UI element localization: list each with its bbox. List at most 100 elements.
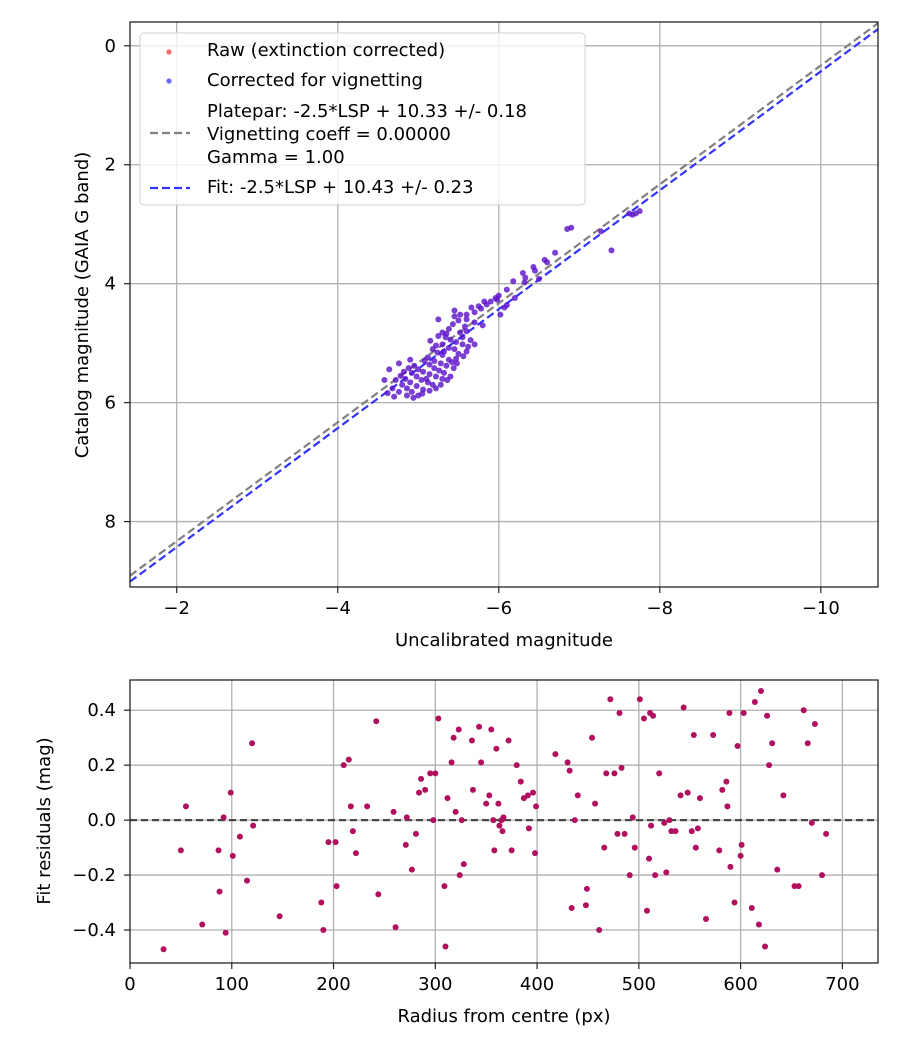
residual-point (418, 775, 425, 782)
residual-point (318, 899, 325, 906)
residual-point (769, 740, 776, 747)
data-point (431, 358, 438, 364)
y-tick-label: 4 (105, 274, 116, 295)
residual-point (199, 921, 206, 928)
residual-point (677, 792, 684, 799)
residual-point (455, 726, 462, 733)
residual-point (692, 844, 699, 851)
data-point (447, 336, 454, 343)
data-point (408, 388, 415, 395)
residual-point (643, 907, 650, 914)
residual-point (726, 709, 733, 716)
residual-point (488, 726, 495, 733)
residual-point (764, 712, 771, 719)
residual-point (601, 844, 608, 851)
residual-point (490, 817, 497, 824)
data-point (463, 348, 470, 355)
legend-platepar-line3: Gamma = 1.00 (207, 147, 345, 168)
residual-point (680, 704, 687, 711)
data-point (463, 328, 470, 335)
data-point (487, 298, 494, 305)
x-tick-label: 400 (520, 974, 554, 995)
residual-point (823, 830, 830, 837)
data-point (510, 278, 517, 285)
data-point (407, 379, 414, 386)
data-point (449, 359, 456, 366)
residual-point (458, 817, 465, 824)
data-point (455, 350, 462, 357)
residual-point (332, 839, 339, 846)
residual-point (496, 822, 503, 829)
residual-point (486, 792, 493, 799)
residual-point (347, 803, 354, 810)
residual-point (723, 778, 730, 785)
data-point (426, 371, 433, 378)
residual-point (564, 759, 571, 766)
residual-point (751, 698, 758, 705)
residual-point (607, 696, 614, 703)
legend-fit-label: Fit: -2.5*LSP + 10.43 +/- 0.23 (207, 177, 474, 198)
data-point (451, 307, 458, 314)
data-point (552, 249, 559, 256)
residual-point (345, 756, 352, 763)
residual-point (656, 770, 663, 777)
residual-point (640, 715, 647, 722)
data-point (413, 382, 420, 389)
residual-point (412, 830, 419, 837)
residual-point (182, 803, 189, 810)
residual-point (552, 751, 559, 758)
residual-point (478, 759, 485, 766)
residual-point (392, 924, 399, 931)
data-point (410, 394, 417, 401)
y-tick-label: 8 (105, 512, 116, 533)
residual-point (618, 764, 625, 771)
grid-bottom (130, 680, 878, 963)
residual-point (684, 789, 691, 796)
residual-point (688, 828, 695, 835)
residual-point (349, 828, 356, 835)
residual-point (390, 808, 397, 815)
residual-point (244, 877, 251, 884)
y-axis-label-bottom: Fit residuals (mag) (34, 737, 55, 904)
residual-point (690, 731, 697, 738)
data-point (432, 373, 439, 380)
residual-point (325, 839, 332, 846)
y-axis-label-top: Catalog magnitude (GAIA G band) (72, 152, 93, 459)
residual-point (220, 814, 227, 821)
x-tick-label: 300 (418, 974, 452, 995)
residual-point (621, 830, 628, 837)
residual-point (672, 828, 679, 835)
legend-raw-label: Raw (extinction corrected) (207, 40, 445, 61)
residual-point (427, 770, 434, 777)
platepar-line (130, 22, 878, 577)
residual-point (495, 800, 502, 807)
data-point (455, 317, 462, 324)
data-point (395, 360, 402, 367)
data-point (463, 316, 470, 323)
residual-point (483, 800, 490, 807)
x-tick-label: −8 (647, 598, 674, 619)
residual-point (811, 720, 818, 727)
data-point (530, 264, 537, 271)
residual-point (229, 852, 236, 859)
fit-lines (130, 22, 878, 583)
data-point (400, 368, 407, 375)
residual-point (505, 737, 512, 744)
residual-point (456, 872, 463, 879)
residual-point (222, 929, 229, 936)
data-point (386, 366, 393, 373)
data-point (497, 311, 504, 318)
residual-point (373, 718, 380, 725)
data-point (423, 375, 430, 382)
residual-point (582, 902, 589, 909)
data-point (521, 279, 528, 286)
residual-point (731, 899, 738, 906)
residual-point (448, 759, 455, 766)
residual-point (626, 872, 633, 879)
residual-point (508, 847, 515, 854)
data-point (503, 286, 510, 293)
residual-point (652, 872, 659, 879)
residual-point (629, 814, 636, 821)
residual-point (432, 770, 439, 777)
data-points-bottom (160, 687, 830, 953)
